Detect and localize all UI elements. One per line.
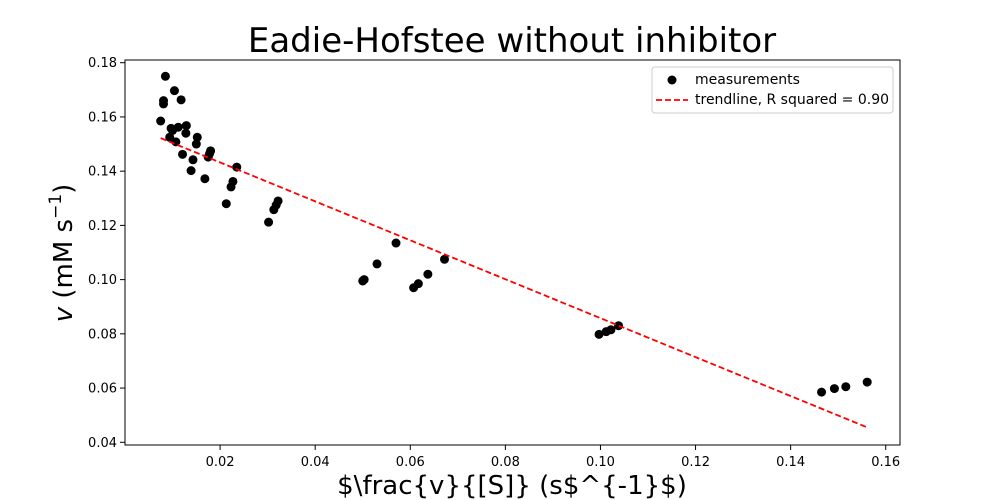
y-axis-label-var: v [49, 306, 79, 322]
y-tick-label: 0.14 [88, 165, 117, 180]
scatter-point [391, 238, 401, 248]
scatter-point [181, 128, 191, 138]
scatter-point [186, 166, 196, 176]
x-axis-label: $\frac{v}{[S]} (s$^{-1}$) [337, 471, 687, 500]
scatter-point [440, 254, 450, 264]
scatter-point [159, 99, 169, 109]
y-tick-label: 0.12 [88, 219, 117, 234]
scatter-point [423, 269, 433, 279]
scatter-point [606, 325, 616, 335]
y-tick-label: 0.16 [88, 110, 117, 125]
scatter-point [169, 86, 179, 96]
x-tick-label: 0.06 [396, 455, 425, 470]
y-tick-label: 0.08 [88, 327, 117, 342]
x-axis-ticks: 0.02 0.04 0.06 0.08 0.10 0.12 0.14 0.16 [206, 445, 900, 470]
scatter-point [206, 146, 216, 156]
scatter-point [156, 116, 166, 126]
scatter-point [165, 132, 175, 142]
x-tick-label: 0.14 [776, 455, 805, 470]
x-tick-label: 0.08 [491, 455, 520, 470]
scatter-point [594, 329, 604, 339]
scatter-point [188, 155, 198, 165]
scatter-point [817, 387, 827, 397]
y-axis-label-close: ) [49, 184, 79, 194]
trendline [160, 137, 868, 429]
legend-label-measurements: measurements [695, 72, 800, 88]
scatter-point [359, 275, 369, 285]
scatter-point [228, 176, 238, 186]
scatter-point [178, 149, 188, 159]
plot-area [124, 59, 901, 446]
x-tick-label: 0.12 [681, 455, 710, 470]
scatter-point [221, 199, 231, 209]
scatter-point [176, 95, 186, 105]
scatter-point [841, 382, 851, 392]
legend: measurements trendline, R squared = 0.90 [651, 66, 894, 114]
y-tick-label: 0.06 [88, 382, 117, 397]
x-tick-label: 0.10 [586, 455, 615, 470]
scatter-point [160, 71, 170, 81]
y-tick-label: 0.18 [88, 56, 117, 71]
chart-title: Eadie-Hofstee without inhibitor [248, 21, 776, 61]
scatter-point [264, 217, 274, 227]
scatter-point [829, 384, 839, 394]
legend-label-trendline: trendline, R squared = 0.90 [695, 92, 889, 108]
scatter-point [372, 259, 382, 269]
scatter-point [862, 377, 872, 387]
y-axis-ticks: 0.04 0.06 0.08 0.10 0.12 0.14 0.16 0.18 [88, 56, 125, 451]
y-axis-label-exponent: −1 [46, 194, 66, 219]
x-tick-label: 0.04 [301, 455, 330, 470]
axes-frame [124, 59, 901, 446]
x-tick-label: 0.16 [871, 455, 900, 470]
scatter-point [192, 132, 202, 142]
scatter-point [614, 321, 624, 331]
scatter-point [191, 139, 201, 149]
y-axis-label: v (mM s−1) [46, 184, 79, 323]
scatter-point [273, 196, 283, 206]
y-axis-label-unit: (mM s [49, 219, 79, 307]
scatter-point [200, 174, 210, 184]
x-tick-label: 0.02 [206, 455, 235, 470]
legend-box [651, 66, 894, 114]
y-tick-label: 0.10 [88, 273, 117, 288]
scatter-point [181, 121, 191, 131]
data-marks [156, 71, 872, 429]
legend-marker-measurements [667, 75, 677, 85]
scatter-point [173, 122, 183, 132]
y-tick-label: 0.04 [88, 436, 117, 451]
scatter-point [413, 279, 423, 289]
